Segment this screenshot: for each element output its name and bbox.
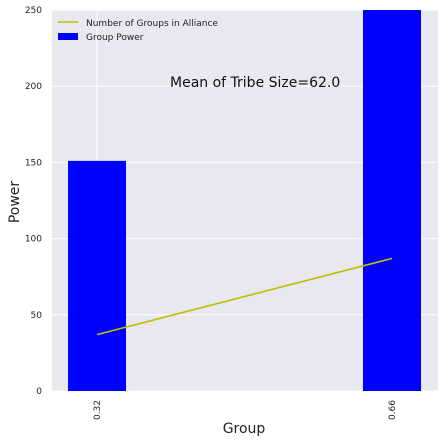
y-tick-label: 150: [25, 158, 42, 168]
legend: Number of Groups in Alliance Group Power: [58, 19, 218, 43]
legend-label-line: Number of Groups in Alliance: [86, 19, 218, 29]
y-tick-label: 0: [36, 387, 42, 397]
y-tick-label: 50: [31, 311, 43, 321]
x-tick-label: 0.66: [388, 400, 398, 420]
bar-group-power-0: [68, 160, 126, 391]
x-tick-label: 0.32: [93, 400, 103, 420]
y-tick-label: 200: [25, 82, 42, 92]
bar-group-power-1: [363, 10, 421, 391]
y-axis-ticks: 0 50 100 150 200 250: [25, 6, 42, 397]
legend-bar-swatch: [58, 33, 78, 40]
x-axis-ticks: 0.32 0.66: [93, 400, 398, 420]
annotation-text: Mean of Tribe Size=62.0: [170, 75, 340, 91]
y-tick-label: 100: [25, 235, 42, 245]
legend-label-bar: Group Power: [86, 33, 144, 43]
y-tick-label: 250: [25, 6, 42, 16]
x-axis-label: Group: [223, 421, 266, 437]
line-series-number-of-groups: [96, 257, 393, 336]
y-axis-label: Power: [7, 181, 23, 224]
bars: [68, 10, 421, 391]
